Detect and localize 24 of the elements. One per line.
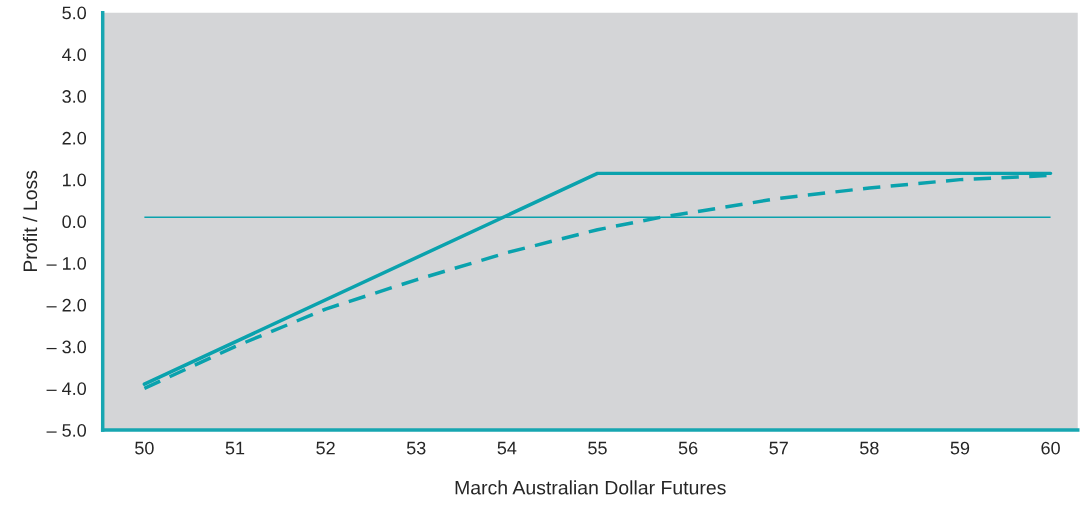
y-axis-title: Profit / Loss [22,170,38,272]
x-tick-label: 52 [316,441,335,455]
y-tick-label: – 3.0 [46,340,87,354]
y-tick-label: 4.0 [62,48,87,62]
x-tick-label: 51 [225,441,245,455]
y-tick-label: – 1.0 [46,257,87,270]
x-tick-label: 57 [769,441,788,455]
y-tick-label: 3.0 [62,90,87,103]
y-tick-label: 5.0 [62,6,87,20]
y-tick-label: – 2.0 [46,298,87,312]
x-tick-label: 56 [678,441,698,455]
x-axis-title: March Australian Dollar Futures [455,480,726,495]
x-tick-label: 53 [406,441,426,455]
y-tick-label: – 4.0 [46,382,87,396]
x-tick-label: 54 [497,441,517,455]
x-tick-label: 60 [1041,441,1060,455]
x-tick-label: 58 [860,441,879,455]
x-tick-label: 55 [588,441,607,455]
y-tick-label: 1.0 [63,173,87,187]
y-tick-label: 0.0 [62,215,87,229]
x-tick-label: 59 [950,441,970,455]
y-tick-label: 2.0 [62,131,87,145]
y-tick-label: – 5.0 [46,424,87,437]
x-tick-label: 50 [135,441,154,455]
